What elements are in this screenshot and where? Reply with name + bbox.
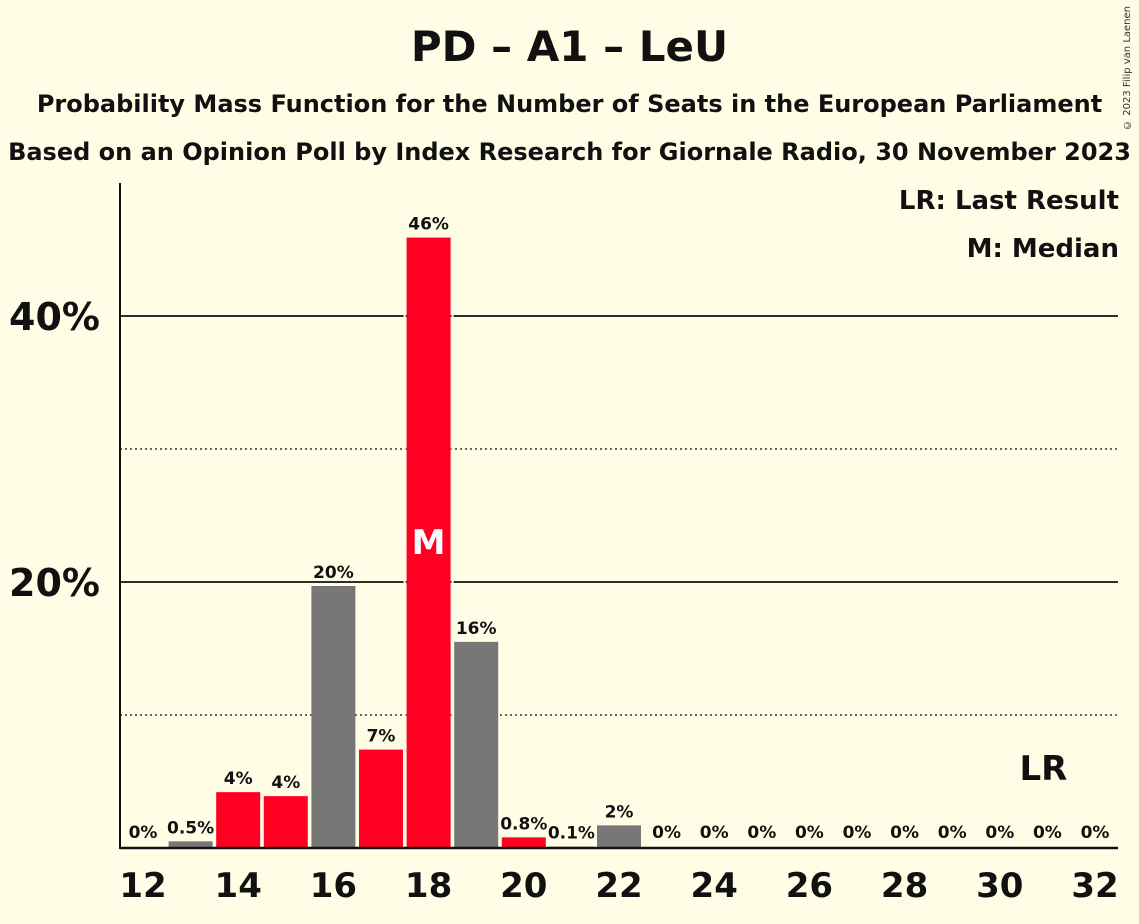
chart-title: PD – A1 – LeU — [410, 22, 729, 71]
bar-seat-15 — [263, 796, 308, 848]
chart-source: Based on an Opinion Poll by Index Resear… — [8, 138, 1131, 166]
x-tick-label: 20 — [500, 866, 547, 906]
bar-value-label: 0% — [700, 823, 729, 843]
bar-value-label: 0.5% — [167, 818, 214, 838]
x-tick-label: 14 — [215, 866, 262, 906]
bar-value-label: 0% — [1033, 823, 1062, 843]
x-tick-label: 24 — [691, 866, 738, 906]
bar-seat-16 — [311, 585, 356, 848]
bar-value-label: 0% — [985, 823, 1014, 843]
bar-seat-22 — [597, 825, 641, 848]
bar-seat-17 — [359, 749, 403, 848]
bar-value-label: 0.1% — [548, 824, 595, 844]
bar-value-label: 2% — [605, 802, 634, 822]
bar-value-label: 7% — [367, 727, 396, 747]
x-tick-label: 26 — [786, 866, 833, 906]
x-tick-label: 28 — [881, 866, 928, 906]
bar-value-label: 0.8% — [500, 814, 547, 834]
bar-value-label: 4% — [224, 769, 253, 789]
y-tick-label: 20% — [9, 561, 100, 605]
y-tick-label: 40% — [9, 295, 100, 339]
bar-value-label: 0% — [129, 823, 158, 843]
legend-median: M: Median — [966, 234, 1119, 264]
bar-value-label: 0% — [938, 823, 967, 843]
x-tick-label: 18 — [405, 866, 452, 906]
bar-seat-13 — [168, 841, 213, 848]
bar-value-label: 16% — [456, 619, 497, 639]
x-tick-label: 12 — [119, 866, 166, 906]
bar-value-label: 0% — [843, 823, 872, 843]
bar-value-label: 0% — [890, 823, 919, 843]
legend-last-result: LR: Last Result — [898, 186, 1119, 216]
bar-value-label: 0% — [652, 823, 681, 843]
median-marker: M — [412, 523, 446, 563]
chart-subtitle: Probability Mass Function for the Number… — [36, 90, 1103, 118]
x-tick-label: 22 — [595, 866, 642, 906]
bar-value-label: 0% — [747, 823, 776, 843]
x-tick-label: 16 — [310, 866, 357, 906]
bar-value-label: 4% — [271, 773, 300, 793]
last-result-marker: LR — [1019, 749, 1067, 789]
bar-seat-14 — [216, 792, 261, 848]
bar-value-label: 46% — [408, 215, 449, 235]
bar-seat-19 — [454, 641, 499, 848]
bar-value-label: 20% — [313, 563, 354, 583]
bar-seat-20 — [501, 837, 546, 848]
bar-value-label: 0% — [795, 823, 824, 843]
x-tick-label: 32 — [1071, 866, 1118, 906]
x-tick-label: 30 — [976, 866, 1023, 906]
bar-seat-18 — [406, 237, 451, 848]
bar-value-label: 0% — [1081, 823, 1110, 843]
